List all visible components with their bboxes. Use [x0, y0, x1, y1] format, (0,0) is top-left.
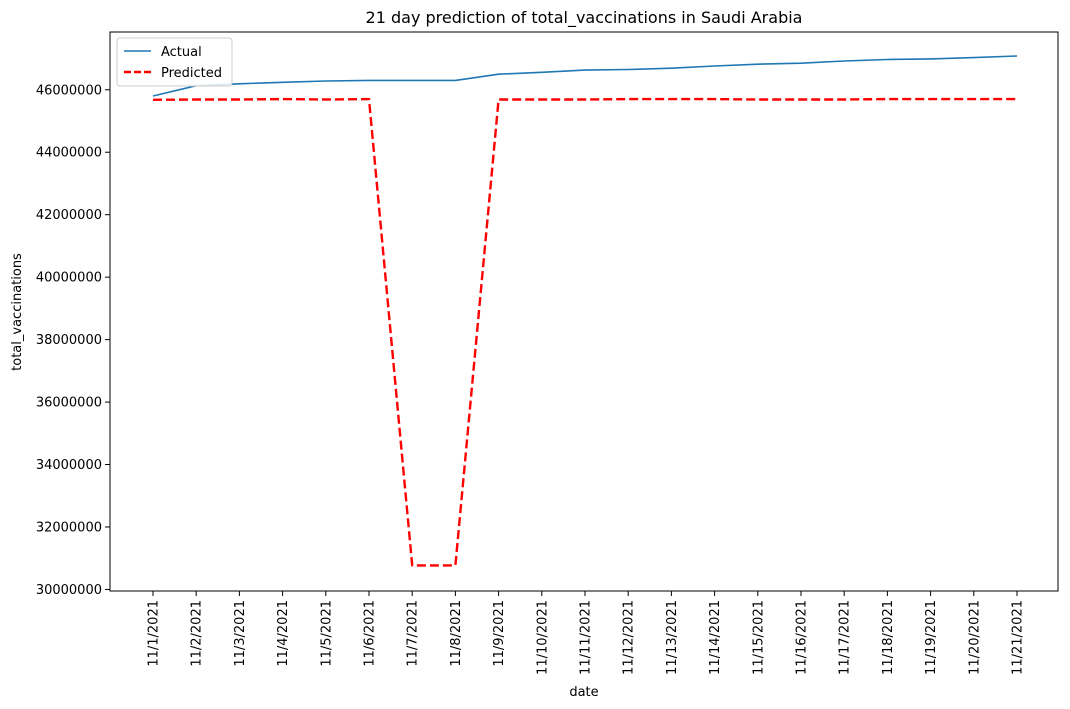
x-tick-label: 11/13/2021	[665, 600, 680, 675]
x-tick-label: 11/3/2021	[233, 600, 248, 667]
y-tick-label: 36000000	[36, 396, 102, 411]
y-tick-label: 32000000	[36, 520, 102, 535]
x-tick-label: 11/17/2021	[838, 600, 853, 675]
legend-box	[116, 37, 233, 87]
x-tick-label: 11/10/2021	[535, 600, 550, 675]
x-tick-label: 11/7/2021	[406, 600, 421, 667]
x-tick-label: 11/19/2021	[924, 600, 939, 675]
x-tick-label: 11/6/2021	[363, 600, 378, 667]
series-line-predicted	[152, 97, 1017, 567]
legend-label-actual: Actual	[161, 45, 202, 60]
x-tick-label: 11/18/2021	[881, 600, 896, 675]
x-tick-label: 11/16/2021	[795, 600, 810, 675]
x-axis-label: date	[569, 685, 598, 700]
axes-frame	[109, 31, 1059, 592]
y-tick-label: 44000000	[36, 146, 102, 161]
y-tick-label: 42000000	[36, 208, 102, 223]
x-tick-label: 11/21/2021	[1011, 600, 1026, 675]
y-tick-label: 38000000	[36, 333, 102, 348]
y-tick-label: 40000000	[36, 271, 102, 286]
x-tick-label: 11/12/2021	[622, 600, 637, 675]
x-tick-label: 11/8/2021	[449, 600, 464, 667]
x-tick-label: 11/20/2021	[967, 600, 982, 675]
x-tick-label: 11/11/2021	[579, 600, 594, 675]
chart-title: 21 day prediction of total_vaccinations …	[366, 8, 803, 28]
x-tick-label: 11/9/2021	[492, 600, 507, 667]
x-tick-label: 11/4/2021	[276, 600, 291, 667]
y-tick-label: 34000000	[36, 458, 102, 473]
x-tick-label: 11/14/2021	[708, 600, 723, 675]
x-tick-label: 11/5/2021	[319, 600, 334, 667]
plot-area: 11/1/2021 11/2/2021 11/3/2021 11/4/2021 11/5…	[36, 31, 1059, 675]
x-tick-label: 11/1/2021	[147, 600, 162, 667]
legend: Actual Predicted	[116, 37, 233, 87]
y-axis-label: total_vaccinations	[10, 253, 25, 371]
y-tick-label: 30000000	[36, 583, 102, 598]
x-tick-label: 11/15/2021	[751, 600, 766, 675]
x-tick-label: 11/2/2021	[190, 600, 205, 667]
y-tick-label: 46000000	[36, 83, 102, 98]
legend-label-predicted: Predicted	[161, 66, 222, 81]
